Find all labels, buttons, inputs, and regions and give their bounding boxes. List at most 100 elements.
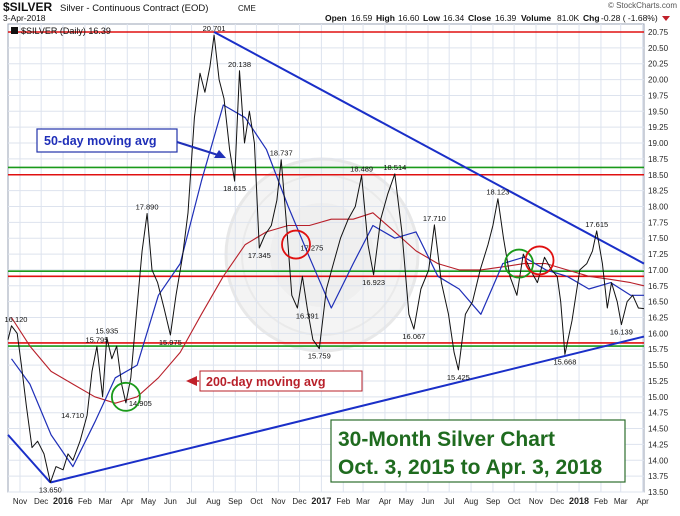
horizontal-levels	[8, 31, 644, 347]
y-tick-label: 20.75	[648, 28, 669, 37]
price-label: 20.138	[228, 60, 251, 69]
copyright-label: © StockCharts.com	[608, 1, 677, 10]
x-axis-ticks: Nov Dec 2016 Feb Mar Apr May Jun Jul Aug Sep Oct Nov…	[13, 496, 649, 506]
y-tick-label: 16.50	[648, 298, 669, 307]
volume-value: 81.0K	[557, 13, 580, 23]
y-tick-label: 14.00	[648, 456, 669, 465]
description-label: Silver - Continuous Contract (EOD)	[60, 3, 208, 14]
price-label: 15.935	[95, 327, 118, 336]
price-label: 18.489	[350, 164, 373, 173]
y-tick-label: 16.75	[648, 282, 669, 291]
date-label: 3-Apr-2018	[3, 13, 46, 23]
x-tick-label: Mar	[99, 497, 113, 506]
legend-label: $SILVER (Daily) 16.39	[21, 26, 111, 36]
x-tick-label: Oct	[250, 497, 263, 506]
x-tick-label: Mar	[356, 497, 370, 506]
x-tick-label: Aug	[206, 497, 220, 506]
price-label: 17.345	[248, 251, 271, 260]
x-tick-label: Feb	[594, 497, 608, 506]
y-tick-label: 17.00	[648, 266, 669, 275]
y-tick-label: 20.00	[648, 76, 669, 85]
x-tick-label: Feb	[336, 497, 350, 506]
low-value: 16.34	[443, 13, 465, 23]
exchange-label: CME	[238, 4, 256, 13]
chart-title-line1: 30-Month Silver Chart	[338, 428, 555, 451]
x-tick-label: Mar	[614, 497, 628, 506]
y-tick-label: 19.50	[648, 107, 669, 116]
price-label: 16.067	[402, 332, 425, 341]
x-tick-label: Apr	[379, 497, 392, 506]
price-label: 18.123	[486, 188, 509, 197]
ma50-annotation-box	[36, 128, 178, 153]
trend-line	[50, 335, 645, 484]
chg-label: Chg	[583, 13, 600, 23]
x-tick-label: Jun	[422, 497, 435, 506]
open-value: 16.59	[351, 13, 373, 23]
price-label: 15.425	[447, 373, 470, 382]
y-tick-label: 18.75	[648, 155, 669, 164]
price-label: 17.275	[300, 244, 323, 253]
y-tick-label: 18.25	[648, 187, 669, 196]
y-tick-label: 15.75	[648, 345, 669, 354]
symbol-label: $SILVER	[3, 0, 52, 14]
x-tick-label: Nov	[13, 497, 27, 506]
x-tick-label: Jun	[164, 497, 177, 506]
x-tick-label: Sep	[228, 497, 243, 506]
close-label: Close	[468, 13, 491, 23]
resistance-highlight-circle	[524, 245, 555, 276]
price-label: 15.668	[553, 357, 576, 366]
trend-line	[7, 434, 52, 484]
chg-value: -0.28 ( -1.68%)	[601, 13, 658, 23]
high-label: High	[376, 13, 395, 23]
x-tick-label: Sep	[486, 497, 501, 506]
support-highlight-circle	[504, 248, 534, 279]
ma200-arrowhead-icon	[186, 376, 197, 386]
ma50-arrow	[176, 141, 219, 156]
price-label: 15.759	[308, 352, 331, 361]
ma200-annotation: 200-day moving avg	[186, 370, 363, 392]
y-tick-label: 18.50	[648, 171, 669, 180]
price-label: 18.615	[223, 184, 246, 193]
y-tick-label: 16.25	[648, 314, 669, 323]
chart-title-box: 30-Month Silver Chart Oct. 3, 2015 to Ap…	[330, 419, 626, 483]
title-box-frame	[330, 419, 626, 483]
x-tick-label: Jul	[186, 497, 196, 506]
price-label: 16.139	[610, 328, 633, 337]
series-lines	[7, 34, 645, 483]
x-tick-label: Oct	[508, 497, 521, 506]
y-tick-label: 20.25	[648, 60, 669, 69]
price-label: 13.650	[39, 485, 62, 494]
trend-lines	[7, 31, 645, 484]
x-tick-label: Dec	[550, 497, 564, 506]
y-tick-label: 14.75	[648, 409, 669, 418]
y-tick-label: 20.50	[648, 44, 669, 53]
price-label: 18.514	[383, 163, 406, 172]
price-label: 20.701	[203, 24, 226, 33]
y-tick-label: 19.00	[648, 139, 669, 148]
legend: $SILVER (Daily) 16.39	[11, 26, 111, 36]
y-tick-label: 13.75	[648, 472, 669, 481]
y-tick-label: 14.50	[648, 425, 669, 434]
x-tick-label: May	[399, 497, 414, 506]
y-tick-label: 16.00	[648, 329, 669, 338]
ma200-annotation-text: 200-day moving avg	[206, 375, 326, 389]
price-label: 14.905	[129, 399, 152, 408]
y-tick-label: 15.25	[648, 377, 669, 386]
x-tick-label: Jul	[444, 497, 454, 506]
ma200-series-line	[11, 212, 645, 404]
x-tick-label: Apr	[121, 497, 134, 506]
y-tick-label: 17.50	[648, 234, 669, 243]
price-label: 16.391	[296, 312, 319, 321]
ohlc-readout: Open 16.59 High 16.60 Low 16.34 Close 16…	[325, 13, 658, 23]
volume-label: Volume	[521, 13, 551, 23]
ma50-annotation-text: 50-day moving avg	[44, 134, 157, 148]
y-tick-label: 17.25	[648, 250, 669, 259]
price-label: 14.710	[61, 411, 84, 420]
highlight-circles	[110, 229, 555, 412]
x-tick-label: Feb	[78, 497, 92, 506]
price-label: 16.923	[362, 278, 385, 287]
price-label: 17.710	[423, 214, 446, 223]
x-tick-label: Aug	[464, 497, 478, 506]
